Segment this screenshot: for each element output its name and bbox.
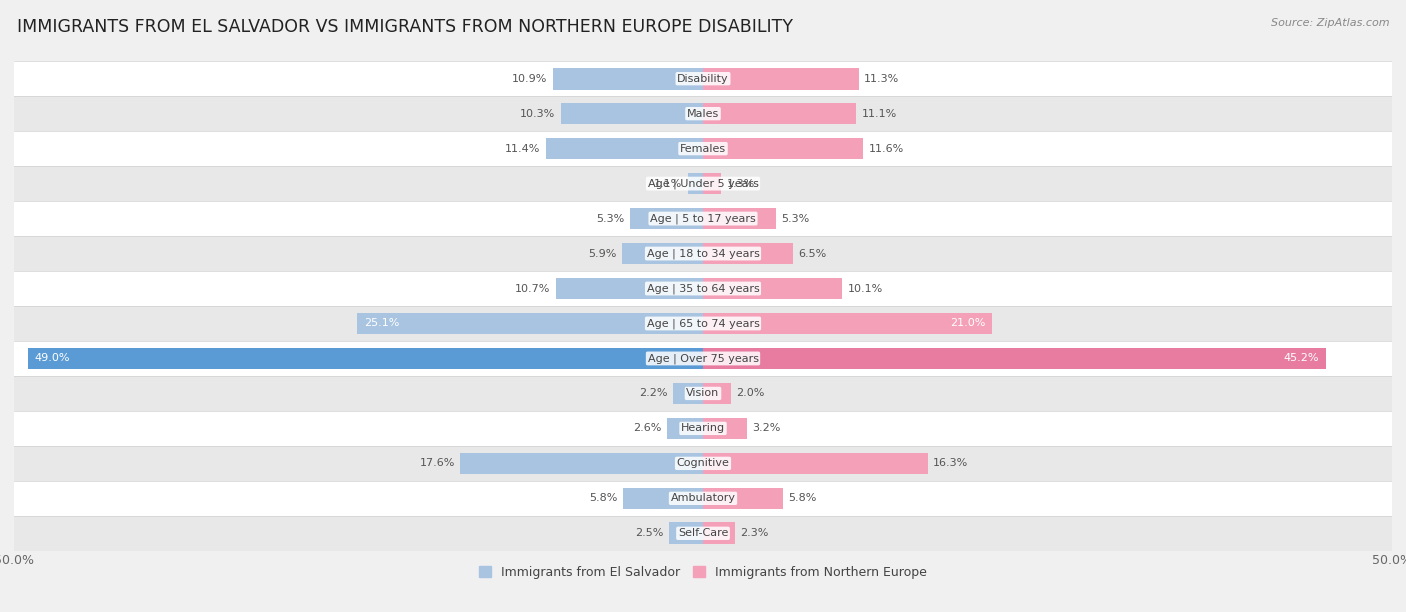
Text: 11.3%: 11.3%	[865, 73, 900, 84]
Text: Self-Care: Self-Care	[678, 528, 728, 539]
Bar	[703, 173, 721, 195]
Bar	[561, 103, 703, 124]
Bar	[703, 452, 928, 474]
Bar	[630, 207, 703, 230]
Text: 5.3%: 5.3%	[782, 214, 810, 223]
Text: 11.1%: 11.1%	[862, 109, 897, 119]
Text: Source: ZipAtlas.com: Source: ZipAtlas.com	[1271, 18, 1389, 28]
Text: 1.1%: 1.1%	[654, 179, 682, 188]
Bar	[672, 382, 703, 405]
Text: 45.2%: 45.2%	[1284, 354, 1319, 364]
Text: Hearing: Hearing	[681, 424, 725, 433]
Text: Males: Males	[688, 109, 718, 119]
Bar	[669, 523, 703, 544]
Bar	[623, 488, 703, 509]
Text: 5.8%: 5.8%	[789, 493, 817, 503]
Text: 6.5%: 6.5%	[799, 248, 827, 258]
Text: 2.5%: 2.5%	[634, 528, 664, 539]
Bar	[555, 278, 703, 299]
Bar	[703, 138, 863, 160]
Text: 5.3%: 5.3%	[596, 214, 624, 223]
Bar	[703, 243, 793, 264]
Text: 49.0%: 49.0%	[35, 354, 70, 364]
Bar	[703, 68, 859, 89]
Bar	[703, 417, 747, 439]
Text: Age | 35 to 64 years: Age | 35 to 64 years	[647, 283, 759, 294]
Bar	[703, 207, 776, 230]
Bar	[703, 382, 731, 405]
Bar	[14, 166, 1392, 201]
Text: 2.0%: 2.0%	[737, 389, 765, 398]
Text: IMMIGRANTS FROM EL SALVADOR VS IMMIGRANTS FROM NORTHERN EUROPE DISABILITY: IMMIGRANTS FROM EL SALVADOR VS IMMIGRANT…	[17, 18, 793, 36]
Bar	[14, 516, 1392, 551]
Text: 25.1%: 25.1%	[364, 318, 399, 329]
Text: 2.6%: 2.6%	[633, 424, 662, 433]
Bar	[703, 348, 1326, 369]
Bar	[14, 131, 1392, 166]
Bar	[14, 411, 1392, 446]
Bar	[14, 446, 1392, 481]
Bar	[703, 313, 993, 334]
Text: 10.9%: 10.9%	[512, 73, 547, 84]
Text: Age | 65 to 74 years: Age | 65 to 74 years	[647, 318, 759, 329]
Text: 11.6%: 11.6%	[869, 144, 904, 154]
Bar	[14, 201, 1392, 236]
Bar	[553, 68, 703, 89]
Text: Disability: Disability	[678, 73, 728, 84]
Bar	[28, 348, 703, 369]
Text: Age | 5 to 17 years: Age | 5 to 17 years	[650, 214, 756, 224]
Bar	[703, 278, 842, 299]
Text: Females: Females	[681, 144, 725, 154]
Legend: Immigrants from El Salvador, Immigrants from Northern Europe: Immigrants from El Salvador, Immigrants …	[479, 566, 927, 579]
Bar	[461, 452, 703, 474]
Text: 11.4%: 11.4%	[505, 144, 540, 154]
Bar	[357, 313, 703, 334]
Text: Age | Over 75 years: Age | Over 75 years	[648, 353, 758, 364]
Bar	[668, 417, 703, 439]
Text: 10.1%: 10.1%	[848, 283, 883, 294]
Text: Age | Under 5 years: Age | Under 5 years	[648, 178, 758, 189]
Bar	[688, 173, 703, 195]
Bar	[703, 523, 735, 544]
Bar	[14, 271, 1392, 306]
Bar	[621, 243, 703, 264]
Bar	[14, 306, 1392, 341]
Text: 10.7%: 10.7%	[515, 283, 550, 294]
Text: 2.3%: 2.3%	[740, 528, 769, 539]
Text: 16.3%: 16.3%	[934, 458, 969, 468]
Text: Ambulatory: Ambulatory	[671, 493, 735, 503]
Text: 1.3%: 1.3%	[727, 179, 755, 188]
Text: 5.8%: 5.8%	[589, 493, 617, 503]
Bar	[703, 488, 783, 509]
Text: Cognitive: Cognitive	[676, 458, 730, 468]
Text: 2.2%: 2.2%	[638, 389, 668, 398]
Bar	[14, 481, 1392, 516]
Bar	[14, 61, 1392, 96]
Text: 5.9%: 5.9%	[588, 248, 616, 258]
Bar	[14, 341, 1392, 376]
Bar	[14, 376, 1392, 411]
Text: Age | 18 to 34 years: Age | 18 to 34 years	[647, 248, 759, 259]
Text: 10.3%: 10.3%	[520, 109, 555, 119]
Text: 21.0%: 21.0%	[950, 318, 986, 329]
Bar	[546, 138, 703, 160]
Bar	[14, 96, 1392, 131]
Text: 3.2%: 3.2%	[752, 424, 780, 433]
Text: 17.6%: 17.6%	[419, 458, 456, 468]
Bar	[703, 103, 856, 124]
Bar	[14, 236, 1392, 271]
Text: Vision: Vision	[686, 389, 720, 398]
